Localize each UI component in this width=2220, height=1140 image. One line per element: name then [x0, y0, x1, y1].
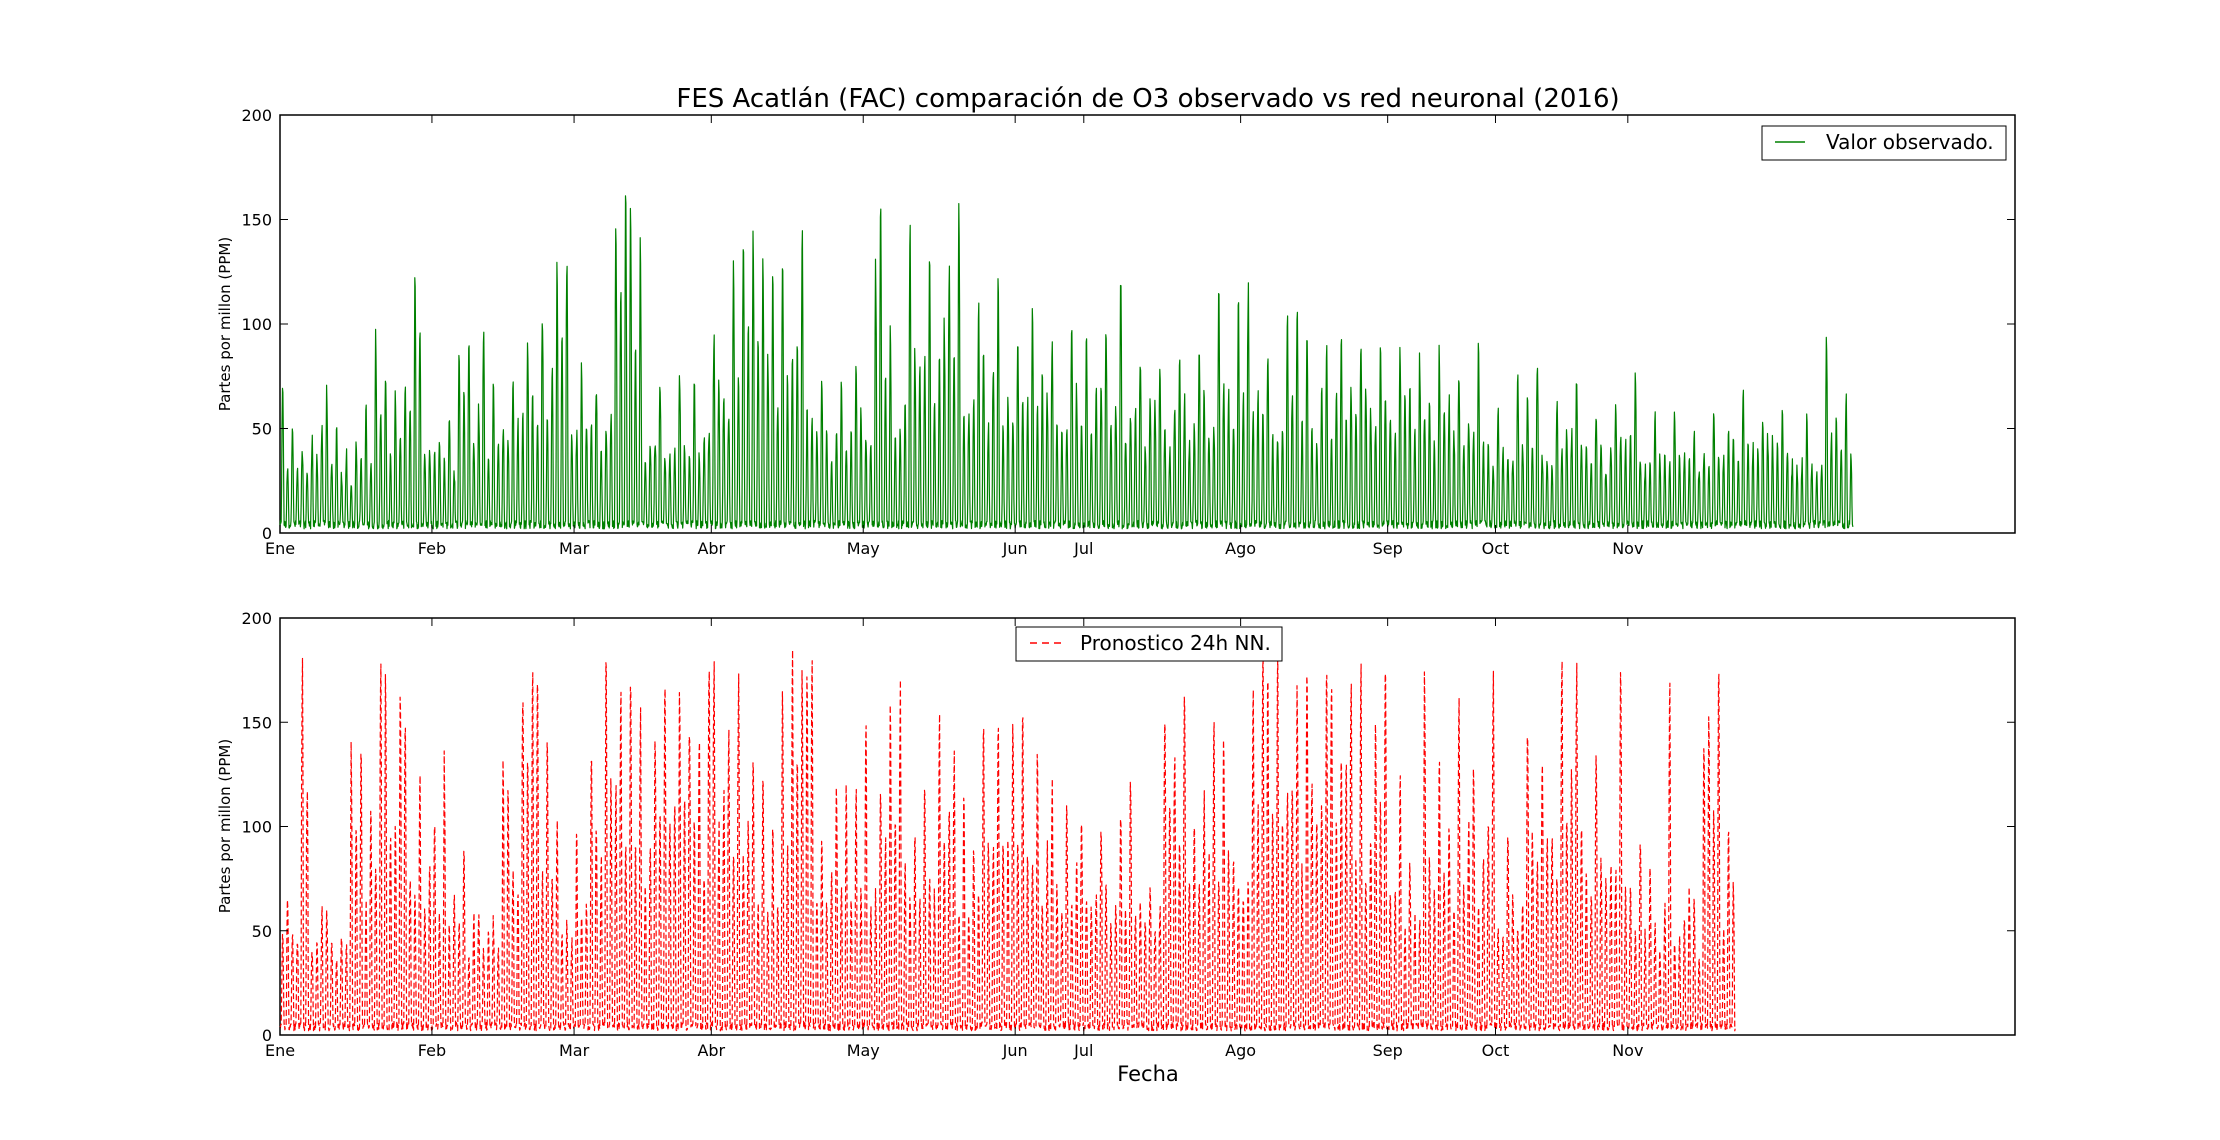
bottom-x-tick-label-2: Mar — [559, 1041, 590, 1060]
bottom-x-tick-label-9: Oct — [1482, 1041, 1510, 1060]
top-axes-frame — [279, 114, 2016, 534]
bottom-x-tick-label-3: Abr — [697, 1041, 725, 1060]
bottom-legend: Pronostico 24h NN. — [1015, 626, 1283, 662]
bottom-y-tick-label-1: 50 — [252, 922, 272, 941]
bottom-y-tick-label-2: 100 — [241, 818, 272, 837]
top-legend-label: Valor observado. — [1826, 130, 1994, 154]
bottom-plot-area — [279, 649, 1736, 1032]
top-y-axis-label: Partes por millon (PPM) — [216, 237, 234, 411]
top-x-tick-label-3: Abr — [697, 539, 725, 558]
top-x-tick-label-10: Nov — [1612, 539, 1643, 558]
top-x-tick-label-2: Mar — [559, 539, 590, 558]
top-y-tick-label-0: 0 — [262, 524, 272, 543]
top-x-ticks: Ene Feb Mar Abr May Jun Jul Ago Sep Oct Nov — [265, 115, 1643, 558]
bottom-x-ticks: Ene Feb Mar Abr May Jun Jul Ago Sep Oct Nov — [265, 618, 1643, 1060]
top-x-tick-label-0: Ene — [265, 539, 295, 558]
bottom-x-tick-label-6: Jul — [1073, 1041, 1093, 1060]
top-x-tick-label-1: Feb — [418, 539, 446, 558]
top-x-tick-label-8: Sep — [1373, 539, 1403, 558]
top-plot-area — [279, 195, 1854, 530]
forecast-subplot: 0 50 100 150 200 Ene Feb Mar Abr May Jun Jul Ago Sep… — [216, 609, 2016, 1086]
bottom-series-0-line — [279, 649, 1736, 1032]
bottom-x-tick-label-5: Jun — [1002, 1041, 1028, 1060]
bottom-legend-label: Pronostico 24h NN. — [1080, 631, 1271, 655]
bottom-x-tick-label-4: May — [847, 1041, 880, 1060]
bottom-x-tick-label-10: Nov — [1612, 1041, 1643, 1060]
top-legend: Valor observado. — [1761, 125, 2007, 161]
top-y-ticks: 0 50 100 150 200 — [241, 106, 2015, 543]
x-axis-label: Fecha — [1117, 1062, 1179, 1086]
bottom-y-ticks: 0 50 100 150 200 — [241, 609, 2015, 1045]
bottom-axes-frame — [279, 617, 2016, 1036]
top-x-tick-label-5: Jun — [1002, 539, 1028, 558]
top-series-0-line — [279, 195, 1854, 530]
bottom-x-tick-label-0: Ene — [265, 1041, 295, 1060]
bottom-y-tick-label-0: 0 — [262, 1026, 272, 1045]
bottom-x-tick-label-8: Sep — [1373, 1041, 1403, 1060]
bottom-x-tick-label-7: Ago — [1225, 1041, 1256, 1060]
top-y-tick-label-1: 50 — [252, 420, 272, 439]
bottom-y-tick-label-4: 200 — [241, 609, 272, 628]
chart-title: FES Acatlán (FAC) comparación de O3 obse… — [676, 84, 1619, 114]
top-x-tick-label-6: Jul — [1073, 539, 1093, 558]
top-y-tick-label-4: 200 — [241, 106, 272, 125]
bottom-x-tick-label-1: Feb — [418, 1041, 446, 1060]
top-y-tick-label-2: 100 — [241, 315, 272, 334]
top-y-tick-label-3: 150 — [241, 211, 272, 230]
observed-subplot: 0 50 100 150 200 Ene Feb Mar Abr May Jun Jul Ago Sep… — [216, 106, 2016, 558]
top-legend-box — [1761, 125, 2007, 161]
top-x-tick-label-9: Oct — [1482, 539, 1510, 558]
bottom-legend-box — [1015, 626, 1283, 662]
top-x-tick-label-7: Ago — [1225, 539, 1256, 558]
bottom-y-tick-label-3: 150 — [241, 713, 272, 732]
bottom-y-axis-label: Partes por millon (PPM) — [216, 739, 234, 913]
top-x-tick-label-4: May — [847, 539, 880, 558]
